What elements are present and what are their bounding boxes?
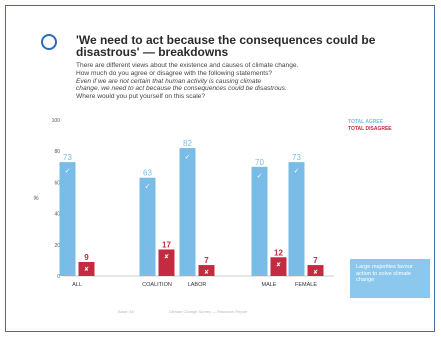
legend-agree: TOTAL AGREE xyxy=(348,119,384,125)
disagree-value-label: 12 xyxy=(274,248,283,257)
x-tick-label: FEMALE xyxy=(295,282,317,288)
cross-icon: ✘ xyxy=(164,253,169,260)
agree-value-label: 73 xyxy=(63,153,72,162)
cross-icon: ✘ xyxy=(204,269,209,276)
cross-icon: ✘ xyxy=(84,266,89,273)
agree-bar xyxy=(288,162,305,276)
disagree-bar xyxy=(198,265,215,276)
y-tick-label: 0 xyxy=(57,274,60,280)
y-tick-label: 40 xyxy=(54,212,60,218)
check-icon: ✓ xyxy=(65,167,71,175)
disagree-bar xyxy=(270,257,287,276)
agree-bar xyxy=(179,148,196,276)
disagree-bar xyxy=(307,265,324,276)
footer-base: Base: All xyxy=(118,309,134,314)
x-tick-label: ALL xyxy=(72,282,82,288)
callout-box: Large majorities favour action to solve … xyxy=(350,259,430,298)
y-tick-label: 60 xyxy=(54,180,60,186)
agree-bar xyxy=(59,162,76,276)
x-tick-label: MALE xyxy=(262,282,277,288)
agree-value-label: 70 xyxy=(255,158,264,167)
agree-value-label: 63 xyxy=(143,169,152,178)
check-icon: ✓ xyxy=(145,183,151,191)
statement-line: change, we need to act because the conse… xyxy=(76,85,287,93)
slide-footer: Base: All Climate Change Survey — Resear… xyxy=(118,309,281,314)
disagree-value-label: 7 xyxy=(313,256,318,265)
check-icon: ✓ xyxy=(294,167,300,175)
check-icon: ✓ xyxy=(185,153,191,161)
y-tick-label: 20 xyxy=(54,243,60,249)
agree-value-label: 73 xyxy=(292,153,301,162)
slide-title: 'We need to act because the consequences… xyxy=(76,33,376,59)
x-tick-label: COALITION xyxy=(142,282,172,288)
question-text: There are different views about the exis… xyxy=(76,62,416,101)
x-tick-label: LABOR xyxy=(188,282,207,288)
intro-line: How much do you agree or disagree with t… xyxy=(76,69,273,77)
legend-disagree: TOTAL DISAGREE xyxy=(348,126,392,132)
intro-line: Where would you put yourself on this sca… xyxy=(76,93,206,101)
disagree-bar xyxy=(158,249,175,276)
footer-source: Climate Change Survey — Research Report xyxy=(168,309,248,314)
disagree-value-label: 17 xyxy=(162,240,171,249)
intro-line: There are different views about the exis… xyxy=(76,62,299,69)
disagree-bar xyxy=(78,261,95,276)
y-axis-label: % xyxy=(33,196,39,202)
disagree-value-label: 7 xyxy=(204,256,209,265)
chart-legend: TOTAL AGREE TOTAL DISAGREE xyxy=(348,119,392,133)
statement-line: Even if we are not certain that human ac… xyxy=(76,77,262,85)
y-tick-label: 100 xyxy=(52,118,61,124)
disagree-value-label: 9 xyxy=(84,253,89,262)
circle-ring-icon xyxy=(41,34,57,50)
check-icon: ✓ xyxy=(257,172,263,180)
cross-icon: ✘ xyxy=(313,269,318,276)
agree-bar xyxy=(139,177,156,276)
agree-bar xyxy=(251,166,268,276)
cross-icon: ✘ xyxy=(276,261,281,268)
y-tick-label: 80 xyxy=(54,149,60,155)
agree-value-label: 82 xyxy=(183,139,192,148)
